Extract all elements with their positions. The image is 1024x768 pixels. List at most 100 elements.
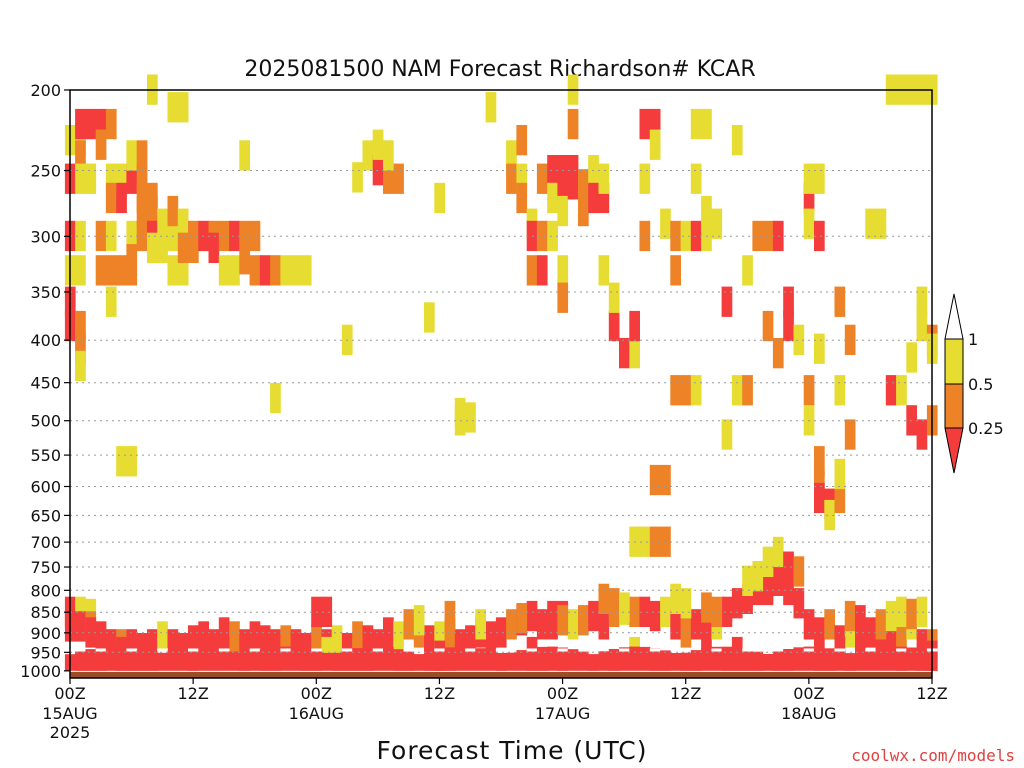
- colorbar-legend: 1 0.5 0.25: [944, 293, 1004, 474]
- boundary-layer-cell: [218, 649, 230, 671]
- heatmap-cell: [516, 125, 528, 156]
- boundary-layer-cell: [372, 646, 384, 671]
- heatmap-cell: [547, 182, 558, 214]
- heatmap-cell: [454, 397, 466, 429]
- heatmap-cell: [116, 446, 127, 477]
- heatmap-cell: [280, 625, 292, 656]
- band-gap: [557, 648, 569, 652]
- y-tick-label: 550: [30, 446, 61, 465]
- boundary-layer-cell: [588, 654, 599, 671]
- x-tick-year: 2025: [50, 723, 91, 742]
- heatmap-cell: [506, 609, 517, 640]
- heatmap-cell: [803, 182, 815, 214]
- heatmap-cell: [916, 596, 928, 627]
- heatmap-cell: [147, 232, 158, 263]
- heatmap-cell: [506, 140, 517, 171]
- heatmap-cell: [300, 255, 312, 286]
- boundary-layer-cell: [126, 648, 138, 671]
- boundary-layer-cell: [321, 652, 333, 671]
- heatmap-cell: [341, 633, 353, 664]
- band-gap: [311, 648, 322, 652]
- heatmap-cell: [506, 163, 517, 194]
- heatmap-cell: [547, 609, 558, 640]
- heatmap-cell: [680, 617, 692, 648]
- heatmap-cell: [239, 140, 250, 171]
- heatmap-cell: [239, 244, 250, 275]
- heatmap-cell: [136, 163, 148, 194]
- heatmap-cell: [167, 195, 179, 227]
- heatmap-cell: [772, 565, 784, 596]
- band-gap: [742, 648, 753, 652]
- y-tick-label: 450: [30, 374, 61, 393]
- heatmap-cell: [752, 561, 764, 592]
- credit-link[interactable]: coolwx.com/models: [851, 746, 1015, 765]
- boundary-layer-cell: [844, 653, 856, 671]
- heatmap-cell: [906, 598, 917, 630]
- boundary-layer-cell: [465, 646, 476, 671]
- boundary-layer-cell: [516, 650, 528, 671]
- boundary-layer-cell: [680, 652, 692, 671]
- heatmap-cell: [855, 605, 866, 636]
- boundary-layer-cell: [229, 651, 240, 671]
- boundary-layer-cell: [639, 646, 651, 671]
- band-gap: [341, 648, 353, 652]
- boundary-layer-cell: [188, 646, 199, 671]
- heatmap-cell: [105, 255, 117, 286]
- heatmap-cell: [567, 609, 579, 640]
- heatmap-cell: [536, 220, 548, 252]
- heatmap-cell: [649, 526, 661, 557]
- heatmap-cell: [177, 255, 189, 286]
- boundary-layer-cell: [280, 646, 292, 671]
- boundary-layer-cell: [270, 647, 281, 671]
- heatmap-cell: [270, 255, 281, 286]
- heatmap-cell: [834, 286, 846, 317]
- heatmap-cell: [670, 255, 681, 286]
- heatmap-cell: [434, 182, 445, 214]
- heatmap-cell: [75, 140, 86, 171]
- boundary-layer-cell: [362, 646, 374, 671]
- plot-frame: [69, 89, 933, 679]
- heatmap-cell: [547, 155, 558, 186]
- heatmap-cell: [803, 163, 815, 194]
- heatmap-cell: [578, 195, 589, 227]
- heatmap-cell: [814, 617, 825, 648]
- heatmap-cell: [126, 446, 138, 477]
- heatmap-cell: [814, 220, 825, 252]
- heatmap-cell: [752, 220, 764, 252]
- x-tick-date: 15AUG: [42, 704, 97, 723]
- colorbar-under-arrow: [944, 427, 964, 474]
- boundary-layer-cell: [75, 651, 86, 671]
- heatmap-cell: [629, 338, 640, 369]
- boundary-layer-cell: [814, 647, 825, 671]
- heatmap-cell: [639, 108, 651, 140]
- heatmap-cell: [434, 621, 445, 652]
- heatmap-cell: [701, 108, 712, 140]
- heatmap-cell: [824, 609, 835, 640]
- heatmap-cell: [413, 605, 425, 636]
- boundary-layer-cell: [916, 649, 928, 671]
- heatmap-cell: [218, 617, 230, 648]
- band-gap: [188, 648, 199, 652]
- heatmap-cell: [772, 338, 784, 369]
- x-tick-label: 00Z: [54, 684, 85, 703]
- heatmap-cell: [639, 220, 651, 252]
- x-tick-label: 12Z: [424, 684, 455, 703]
- heatmap-cell: [383, 140, 394, 171]
- heatmap-cell: [424, 302, 435, 333]
- heatmap-cell: [536, 255, 548, 286]
- y-tick-label: 900: [30, 624, 61, 643]
- heatmap-cell: [875, 609, 887, 640]
- heatmap-cell: [321, 636, 333, 668]
- heatmap-cell: [75, 611, 86, 642]
- boundary-layer-cell: [95, 647, 107, 671]
- heatmap-cell: [742, 583, 753, 614]
- heatmap-cell: [136, 633, 148, 664]
- heatmap-cell: [557, 169, 569, 200]
- heatmap-cell: [136, 195, 148, 227]
- heatmap-cell: [290, 255, 302, 286]
- heatmap-cell: [639, 163, 651, 194]
- heatmap-cell: [249, 220, 261, 252]
- heatmap-cell: [701, 621, 712, 652]
- heatmap-cell: [844, 600, 856, 632]
- band-gap: [680, 648, 692, 652]
